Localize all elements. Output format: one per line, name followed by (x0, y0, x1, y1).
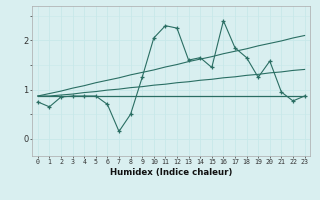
X-axis label: Humidex (Indice chaleur): Humidex (Indice chaleur) (110, 168, 232, 177)
